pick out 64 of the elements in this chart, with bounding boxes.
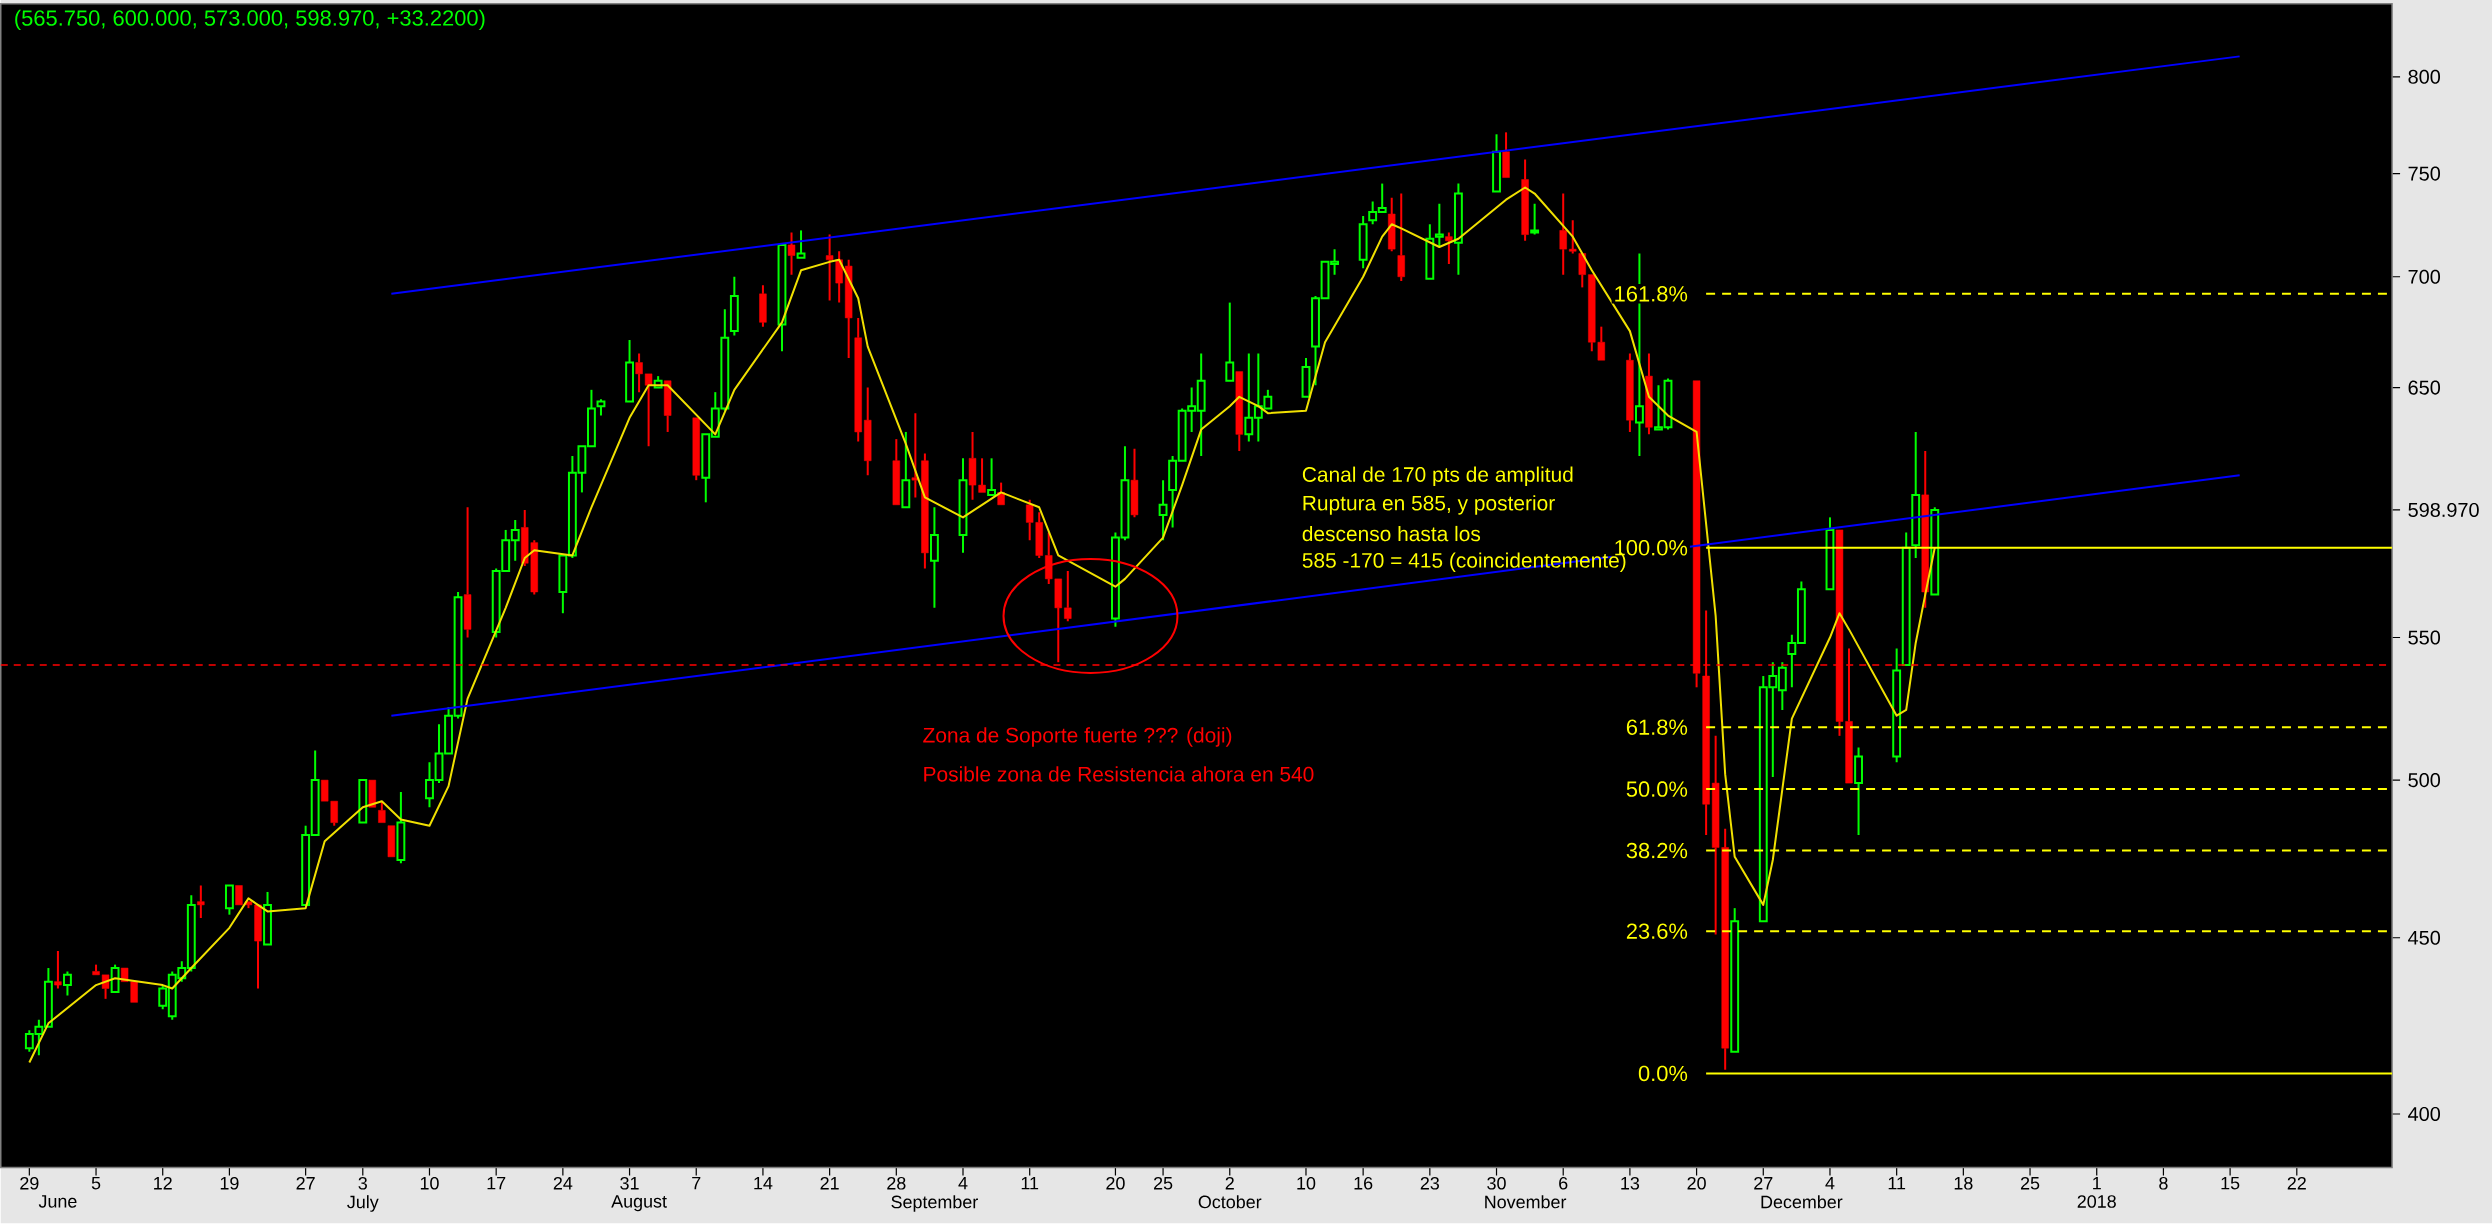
x-tick-label: 1 bbox=[2093, 1177, 2101, 1190]
x2-tick-label: November bbox=[1485, 1195, 1567, 1209]
x-tick-label: 3 bbox=[358, 1177, 367, 1190]
x-tick-label: 24 bbox=[553, 1177, 573, 1190]
x-tick-label: 8 bbox=[2159, 1177, 2168, 1190]
annotation: Zona de Soporte fuerte ??? (doji) bbox=[923, 727, 1232, 747]
x-tick-label: 31 bbox=[620, 1177, 639, 1190]
x2-tick-label: December bbox=[1761, 1195, 1843, 1209]
x-tick-label: 4 bbox=[1825, 1177, 1835, 1190]
y-tick-label: 400 bbox=[2408, 1107, 2441, 1122]
chart-title: (565.750, 600.000, 573.000, 598.970, +33.2200) bbox=[15, 9, 485, 31]
x-tick-label: 23 bbox=[1420, 1177, 1440, 1190]
y-tick-label: 500 bbox=[2408, 773, 2441, 788]
annotation: descenso hasta los bbox=[1302, 526, 1481, 542]
y-tick-label: 800 bbox=[2408, 69, 2441, 85]
x2-tick-label: June bbox=[38, 1195, 77, 1208]
series-label: 23.6% bbox=[1626, 923, 1688, 940]
y-tick-label: 700 bbox=[2408, 269, 2441, 284]
x-tick-label: 27 bbox=[296, 1177, 315, 1190]
x-tick-label: 13 bbox=[1621, 1177, 1640, 1190]
x-tick-label: 10 bbox=[420, 1177, 439, 1190]
y-tick-label: 450 bbox=[2408, 930, 2441, 945]
x-tick-label: 20 bbox=[1687, 1177, 1706, 1190]
y-tick-label: 598.970 bbox=[2408, 503, 2479, 518]
series-label: 161.8% bbox=[1615, 286, 1688, 302]
y-tick-label: 750 bbox=[2408, 166, 2441, 181]
x-tick-label: 29 bbox=[20, 1177, 39, 1190]
ref-line-label: Posible zona de Resistencia ahora en 540 bbox=[924, 766, 1314, 782]
x-tick-label: 6 bbox=[1559, 1177, 1568, 1190]
x-tick-label: 28 bbox=[887, 1177, 906, 1190]
series-label: 38.2% bbox=[1626, 842, 1688, 859]
x-tick-label: 14 bbox=[754, 1177, 773, 1190]
x2-tick-label: 2018 bbox=[2077, 1195, 2116, 1209]
x-tick-label: 16 bbox=[1354, 1177, 1373, 1190]
annotation: Ruptura en 585, y posterior bbox=[1303, 495, 1555, 515]
x-tick-label: 25 bbox=[1154, 1177, 1173, 1190]
x-tick-label: 11 bbox=[1021, 1177, 1039, 1190]
x-tick-label: 21 bbox=[820, 1177, 839, 1190]
x-tick-label: 22 bbox=[2287, 1177, 2306, 1190]
x-tick-label: 15 bbox=[2221, 1177, 2240, 1190]
x2-tick-label: October bbox=[1198, 1195, 1262, 1209]
annotation: Canal de 170 pts de amplitud bbox=[1302, 466, 1573, 487]
x-tick-label: 12 bbox=[154, 1177, 172, 1190]
x-tick-label: 19 bbox=[220, 1177, 239, 1190]
x-tick-label: 4 bbox=[958, 1177, 968, 1190]
x-tick-label: 7 bbox=[692, 1177, 701, 1190]
x-tick-label: 5 bbox=[91, 1177, 101, 1190]
x-tick-label: 27 bbox=[1754, 1177, 1773, 1190]
x-tick-label: 18 bbox=[1954, 1177, 1973, 1190]
y-tick-label: 550 bbox=[2408, 630, 2441, 645]
x-tick-label: 2 bbox=[1225, 1177, 1234, 1190]
series-label: 61.8% bbox=[1626, 719, 1688, 736]
x-tick-label: 11 bbox=[1888, 1177, 1906, 1190]
x2-tick-label: August bbox=[611, 1195, 667, 1212]
x-tick-label: 20 bbox=[1106, 1177, 1125, 1190]
series-label: 50.0% bbox=[1626, 781, 1688, 798]
x2-tick-label: September bbox=[891, 1195, 978, 1213]
x-tick-label: 25 bbox=[2020, 1177, 2040, 1190]
x-tick-label: 30 bbox=[1487, 1177, 1506, 1190]
x-tick-label: 17 bbox=[487, 1177, 506, 1190]
series-label: 0.0% bbox=[1638, 1065, 1688, 1082]
x2-tick-label: July bbox=[347, 1195, 379, 1213]
x-tick-label: 10 bbox=[1297, 1177, 1316, 1190]
y-tick-label: 650 bbox=[2408, 380, 2441, 395]
